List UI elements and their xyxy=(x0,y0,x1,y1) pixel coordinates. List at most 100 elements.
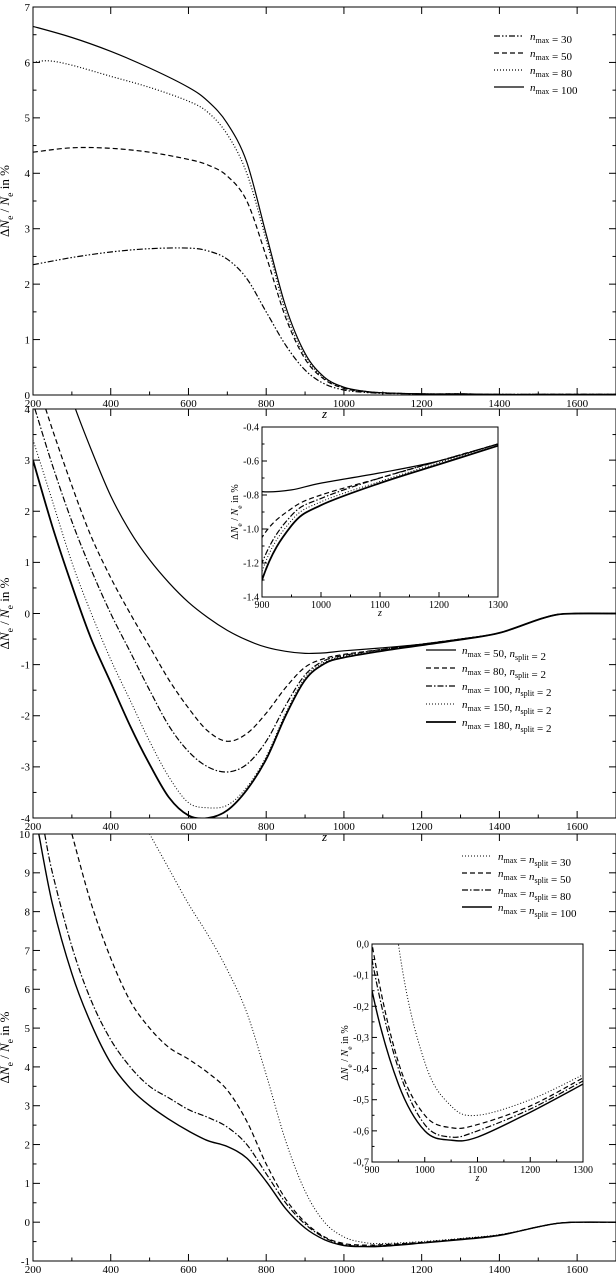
legend-symbol: n xyxy=(530,48,536,60)
legend-label: nmax = 80 xyxy=(530,65,572,80)
y-axis-label-part: e xyxy=(5,628,16,632)
x-axis-label: z xyxy=(321,1272,327,1276)
legend-symbol: n xyxy=(530,31,536,43)
x-tick-label: 800 xyxy=(258,398,275,410)
x-tick-label: 600 xyxy=(180,398,197,410)
legend-text: = xyxy=(517,854,529,866)
legend-label: nmax = nsplit = 50 xyxy=(498,868,571,886)
y-axis-label-part: N xyxy=(0,631,12,642)
legend-label: nmax = nsplit = 100 xyxy=(498,902,577,920)
legend-label: nmax = nsplit = 30 xyxy=(498,851,571,869)
legend-text: = 2 xyxy=(534,687,551,699)
series-line xyxy=(262,444,498,583)
y-axis-label-part: e xyxy=(235,523,244,527)
series-line xyxy=(372,987,583,1142)
y-axis-label-part: / xyxy=(230,515,241,523)
y-tick-label: 10 xyxy=(19,829,31,841)
y-axis-label-part: e xyxy=(345,1064,354,1068)
y-tick-label: 0 xyxy=(25,390,31,402)
y-axis-label-part: in % xyxy=(230,484,241,505)
y-tick-label: -0,4 xyxy=(353,1064,369,1075)
series-line xyxy=(45,409,616,742)
y-axis-label-part: N xyxy=(340,1066,351,1075)
legend-text: = 80 xyxy=(549,68,572,80)
y-tick-label: 3 xyxy=(25,224,31,236)
legend-subscript: split xyxy=(521,707,536,716)
y-axis-label-part: Δ xyxy=(230,533,241,540)
y-tick-label: 4 xyxy=(25,168,31,180)
y-axis-label-part: N xyxy=(0,608,12,619)
legend-label: nmax = nsplit = 80 xyxy=(498,885,571,903)
series-line xyxy=(38,834,616,1248)
legend-subscript: max xyxy=(504,856,518,865)
chart-panel-3: 200 400 600 800 1000 1200 1400 1600 -1 0 1 2 3 4 5 6 7 8 9… xyxy=(0,829,616,1276)
x-tick-label: 1000 xyxy=(311,600,331,611)
legend-subscript: split xyxy=(535,893,550,902)
legend-symbol: n xyxy=(515,684,521,696)
x-tick-label: 1200 xyxy=(520,1165,540,1176)
x-tick-label: 1000 xyxy=(415,1165,435,1176)
y-axis-label-part: / xyxy=(0,205,12,215)
y-axis-label-part: / xyxy=(340,1056,351,1064)
y-axis-label-part: Δ xyxy=(340,1074,351,1081)
chart-panel-1: 200400600800100012001400160001234567zΔNe… xyxy=(0,2,616,421)
y-tick-label: 1 xyxy=(25,1178,31,1190)
x-tick-label: 600 xyxy=(180,1264,197,1276)
legend-label: nmax = 100, nsplit = 2 xyxy=(462,681,552,699)
y-tick-label: -0,2 xyxy=(353,1002,369,1013)
x-tick-label: 1000 xyxy=(333,821,356,833)
legend-subscript: max xyxy=(504,873,518,882)
x-tick-label: 1200 xyxy=(411,1264,434,1276)
y-tick-label: -1 xyxy=(21,1256,30,1268)
legend-subscript: max xyxy=(468,722,482,731)
y-tick-label: 3 xyxy=(25,1101,31,1113)
legend-symbol: n xyxy=(462,717,468,729)
legend-subscript: max xyxy=(536,70,550,79)
series-line xyxy=(33,60,616,395)
legend-subscript: split xyxy=(535,910,550,919)
x-tick-label: 900 xyxy=(365,1165,380,1176)
x-tick-label: 800 xyxy=(258,1264,275,1276)
x-axis-label: z xyxy=(321,829,327,844)
legend-subscript: max xyxy=(504,890,518,899)
x-tick-label: 400 xyxy=(102,1264,119,1276)
inset-frame xyxy=(261,426,499,598)
legend-label: nmax = 30 xyxy=(530,31,572,46)
legend-subscript: split xyxy=(535,876,550,885)
y-tick-label: -0,5 xyxy=(353,1095,369,1106)
y-axis-label-part: e xyxy=(345,1046,354,1050)
y-tick-label: 1 xyxy=(25,557,31,569)
y-tick-label: -3 xyxy=(21,762,31,774)
y-axis-label-part: Δ xyxy=(0,229,12,237)
y-tick-label: -0,6 xyxy=(353,1126,369,1137)
y-tick-label: 6 xyxy=(25,984,31,996)
x-tick-label: 1600 xyxy=(566,821,589,833)
y-tick-label: -0.6 xyxy=(243,457,259,468)
y-axis-label: ΔNe / Ne in % xyxy=(340,1025,354,1080)
x-axis-label: z xyxy=(475,1173,480,1184)
x-axis-label: z xyxy=(321,406,327,421)
legend-text: = 30 xyxy=(548,857,571,869)
plot-frame xyxy=(32,6,616,396)
legend-text: = 50, xyxy=(481,648,509,660)
y-tick-label: 3 xyxy=(25,455,31,467)
x-tick-label: 600 xyxy=(180,821,197,833)
inset-chart: 900 1000 1100 1200 1300 -0,7 -0,6 -0,5 -0,4 -0,3 -… xyxy=(340,940,593,1185)
legend-text: = 150, xyxy=(481,702,515,714)
legend-text: = 2 xyxy=(529,651,546,663)
y-tick-label: 9 xyxy=(25,868,31,880)
legend-text: = 2 xyxy=(534,705,551,717)
legend-symbol: n xyxy=(498,851,504,863)
y-tick-label: -0,7 xyxy=(353,1158,369,1169)
legend-text: = 50 xyxy=(548,874,571,886)
y-axis-label-part: N xyxy=(0,1065,12,1076)
x-tick-label: 900 xyxy=(255,600,270,611)
legend-subscript: split xyxy=(521,689,536,698)
legend-text: = 80 xyxy=(548,891,571,903)
y-axis-label-part: e xyxy=(235,505,244,509)
y-tick-label: 0 xyxy=(25,1217,31,1229)
y-axis-label-part: e xyxy=(5,216,16,220)
x-tick-label: 1100 xyxy=(370,600,390,611)
legend-symbol: n xyxy=(529,854,535,866)
legend-text: = 180, xyxy=(481,720,515,732)
